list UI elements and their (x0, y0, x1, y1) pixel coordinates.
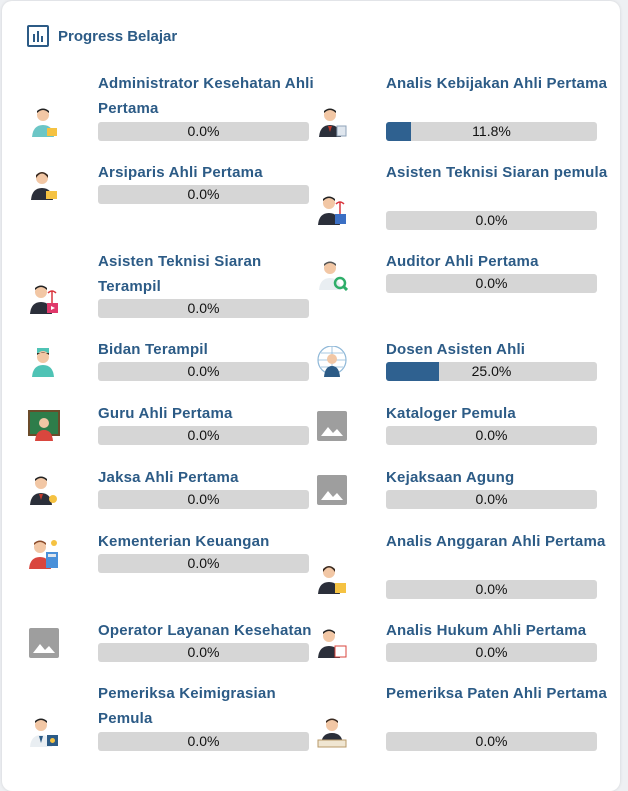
progress-bar: 0.0% (386, 426, 597, 445)
course-title: Auditor Ahli Pertama (386, 253, 539, 270)
course-title: Kejaksaan Agung (386, 469, 515, 486)
progress-value: 0.0% (475, 581, 508, 597)
progress-bar: 0.0% (98, 426, 309, 445)
finance-ministry-icon (28, 538, 60, 570)
progress-value: 0.0% (187, 363, 220, 379)
progress-value: 0.0% (475, 644, 508, 660)
policy-analyst-icon (316, 106, 348, 138)
course-title: Guru Ahli Pertama (98, 405, 233, 422)
progress-value: 0.0% (187, 123, 220, 139)
course-title: Operator Layanan Kesehatan (98, 622, 312, 639)
bar-chart-icon (27, 25, 49, 47)
course-title: Pemeriksa Keimigrasian Pemula (98, 685, 276, 727)
progress-bar: 0.0% (386, 274, 597, 293)
progress-bar-fill (386, 362, 439, 381)
progress-bar: 11.8% (386, 122, 597, 141)
course-title: Analis Kebijakan Ahli Pertama (386, 75, 608, 92)
progress-bar: 0.0% (386, 643, 597, 662)
progress-value: 0.0% (187, 555, 220, 571)
budget-analyst-icon (316, 563, 348, 595)
progress-bar: 0.0% (98, 732, 309, 751)
progress-bar: 0.0% (98, 490, 309, 509)
auditor-icon (316, 259, 348, 291)
progress-bar: 0.0% (98, 185, 309, 204)
patent-examiner-icon (316, 716, 348, 748)
progress-value: 11.8% (472, 123, 511, 139)
course-title: Administrator Kesehatan Ahli Pertama (98, 75, 314, 117)
progress-value: 0.0% (187, 491, 220, 507)
course-title: Kementerian Keuangan (98, 533, 270, 550)
image-placeholder-icon (29, 628, 61, 660)
course-title: Asisten Teknisi Siaran pemula (386, 164, 608, 181)
progress-value: 0.0% (475, 491, 508, 507)
legal-analyst-icon (316, 627, 348, 659)
course-title: Analis Anggaran Ahli Pertama (386, 533, 606, 550)
progress-bar-fill (386, 122, 411, 141)
progress-value: 25.0% (471, 363, 512, 379)
health-admin-icon (28, 106, 60, 138)
progress-value: 0.0% (187, 186, 220, 202)
course-title: Asisten Teknisi Siaran Terampil (98, 253, 262, 295)
progress-value: 0.0% (475, 733, 508, 749)
card-header: Progress Belajar (27, 25, 177, 47)
progress-value: 0.0% (475, 212, 508, 228)
immigration-inspector-icon (28, 716, 60, 748)
course-title: Dosen Asisten Ahli (386, 341, 526, 358)
course-title: Kataloger Pemula (386, 405, 516, 422)
card-title: Progress Belajar (58, 27, 178, 45)
progress-value: 0.0% (475, 427, 508, 443)
progress-bar: 0.0% (98, 643, 309, 662)
broadcast-tech-icon (316, 194, 348, 226)
course-title: Bidan Terampil (98, 341, 209, 358)
teacher-icon (28, 410, 60, 442)
progress-bar: 0.0% (98, 554, 309, 573)
progress-value: 0.0% (187, 644, 220, 660)
course-title: Jaksa Ahli Pertama (98, 469, 239, 486)
progress-bar: 0.0% (98, 299, 309, 318)
progress-bar: 0.0% (98, 122, 309, 141)
progress-value: 0.0% (187, 300, 220, 316)
progress-bar: 0.0% (386, 732, 597, 751)
course-title: Analis Hukum Ahli Pertama (386, 622, 587, 639)
progress-bar: 0.0% (98, 362, 309, 381)
progress-bar: 0.0% (386, 580, 597, 599)
broadcast-skilled-icon (28, 283, 60, 315)
lecturer-icon (316, 346, 348, 378)
image-placeholder-icon (317, 411, 349, 443)
course-title: Pemeriksa Paten Ahli Pertama (386, 685, 607, 702)
progress-value: 0.0% (475, 275, 508, 291)
image-placeholder-icon (317, 475, 349, 507)
progress-bar: 0.0% (386, 490, 597, 509)
progress-bar: 0.0% (386, 211, 597, 230)
course-title: Arsiparis Ahli Pertama (98, 164, 263, 181)
progress-value: 0.0% (187, 427, 220, 443)
progress-bar: 25.0% (386, 362, 597, 381)
progress-value: 0.0% (187, 733, 220, 749)
prosecutor-icon (28, 474, 60, 506)
archivist-icon (28, 169, 60, 201)
midwife-icon (28, 346, 60, 378)
